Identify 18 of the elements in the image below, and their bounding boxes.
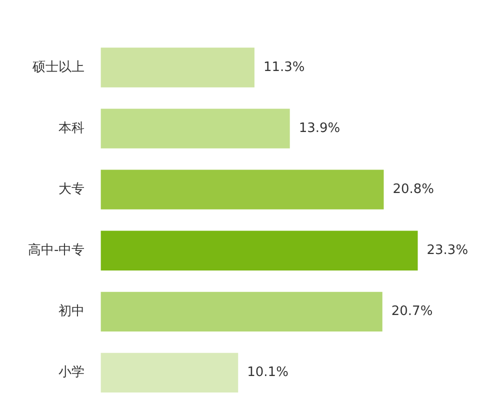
y-tick-label: 大专 [58,182,85,197]
y-tick-label: 硕士以上 [32,60,85,75]
data-label: 10.1% [247,365,288,380]
data-label: 13.9% [298,120,340,136]
data-label: 20.7% [391,304,433,320]
y-tick-label: 小学 [58,365,85,380]
y-tick-label: 高中-中专 [28,242,85,258]
bar [100,230,418,270]
y-tick-label: 初中 [58,304,85,320]
data-label: 11.3% [263,60,305,75]
data-label: 20.8% [392,182,434,197]
bar [100,108,290,148]
bar [100,48,254,88]
y-tick-label: 本科 [58,120,85,136]
data-label: 23.3% [426,242,468,258]
bar [100,292,382,332]
bar [100,352,238,393]
bar [100,170,384,210]
